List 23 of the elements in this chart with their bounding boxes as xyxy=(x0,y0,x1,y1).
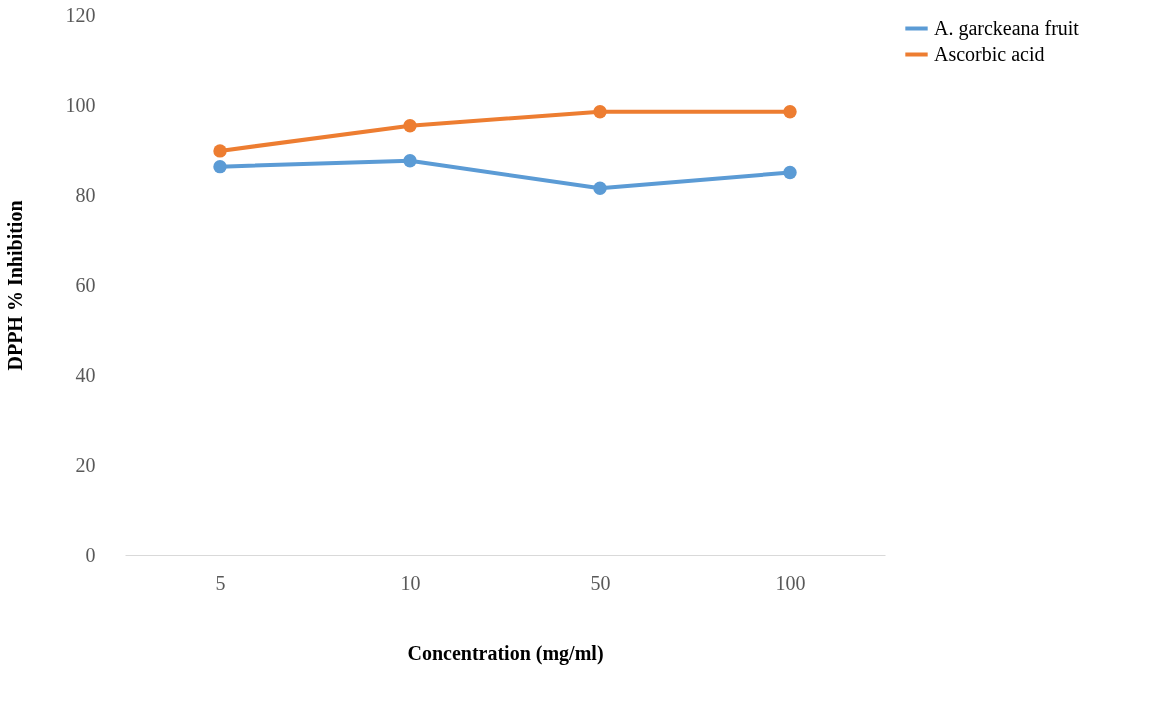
point xyxy=(213,159,227,174)
x-tick-label: 100 xyxy=(775,571,806,594)
legend-label: A. garckeana fruit xyxy=(934,16,1080,40)
y-tick-label: 60 xyxy=(75,273,96,296)
point xyxy=(783,165,797,180)
point xyxy=(403,119,417,133)
point xyxy=(593,105,607,119)
point xyxy=(593,181,607,195)
point xyxy=(403,154,417,168)
x-tick-label: 5 xyxy=(215,571,226,594)
y-tick-label: 100 xyxy=(65,93,96,116)
point xyxy=(783,105,797,119)
x-tick-label: 10 xyxy=(400,571,421,594)
y-tick-label: 40 xyxy=(75,363,96,386)
y-tick-label: 120 xyxy=(65,3,96,26)
x-tick-label: 50 xyxy=(590,571,611,594)
x-axis-title: Concentration (mg/ml) xyxy=(407,641,604,665)
point xyxy=(213,144,227,158)
y-tick-label: 80 xyxy=(75,183,96,206)
y-tick-label: 0 xyxy=(85,543,96,566)
y-axis-title: DPPH % Inhibition xyxy=(3,200,26,371)
legend-label: Ascorbic acid xyxy=(934,42,1045,65)
y-tick-label: 20 xyxy=(75,453,96,476)
